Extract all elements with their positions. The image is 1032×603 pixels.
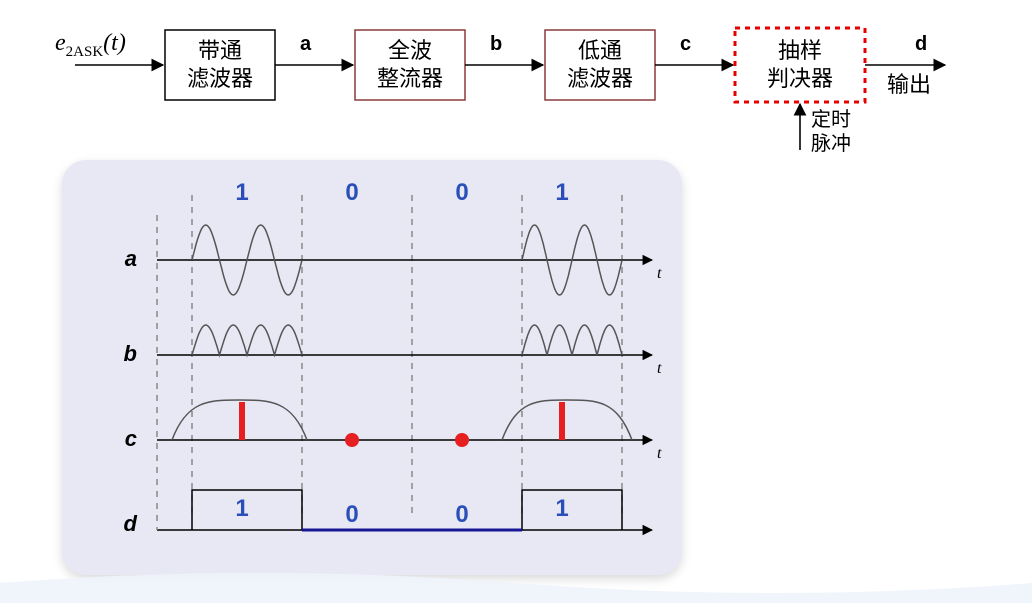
conn-c: c xyxy=(680,33,691,55)
bit-label: 1 xyxy=(555,179,568,206)
out-bit-label: 0 xyxy=(455,501,468,528)
conn-a: a xyxy=(300,33,312,55)
t-label: t xyxy=(657,445,662,462)
block1-l1: 带通 xyxy=(198,38,242,63)
input-arg: (t) xyxy=(103,30,126,56)
block-lowpass: 低通 滤波器 xyxy=(545,30,655,100)
sample-dot xyxy=(345,433,359,447)
conn-b: b xyxy=(490,33,502,55)
svg-text:e2ASK(t): e2ASK(t) xyxy=(55,30,126,60)
bit-label: 0 xyxy=(345,179,358,206)
input-e: e xyxy=(55,30,66,56)
clock-l1: 定时 xyxy=(811,108,851,131)
output-label: 输出 xyxy=(887,72,931,97)
rectified-wave xyxy=(522,325,622,355)
t-label: t xyxy=(657,360,662,377)
waveform-svg: 1 0 0 1 a t b t c t d 1 0 0 1 xyxy=(62,160,682,575)
waveform-panel: 1 0 0 1 a t b t c t d 1 0 0 1 xyxy=(62,160,682,575)
block-rectifier: 全波 整流器 xyxy=(355,30,465,100)
t-label: t xyxy=(657,265,662,282)
input-signal-label: e2ASK(t) xyxy=(55,30,126,60)
row-label-b: b xyxy=(124,341,137,366)
row-label-c: c xyxy=(125,426,137,451)
out-bit-label: 1 xyxy=(555,495,568,522)
out-bit-label: 1 xyxy=(235,495,248,522)
sample-dot xyxy=(455,433,469,447)
row-label-d: d xyxy=(124,511,138,536)
lowpass-wave xyxy=(502,400,632,440)
block3-l2: 滤波器 xyxy=(567,66,633,91)
block2-l1: 全波 xyxy=(388,38,432,63)
bit-label: 1 xyxy=(235,179,248,206)
bit-label: 0 xyxy=(455,179,468,206)
block3-l1: 低通 xyxy=(578,38,622,63)
block1-l2: 滤波器 xyxy=(187,66,253,91)
input-sub: 2ASK xyxy=(66,44,104,60)
block-sampler: 抽样 判决器 xyxy=(735,28,865,102)
block-diagram: e2ASK(t) 带通 滤波器 a 全波 整流器 b 低通 滤波器 xyxy=(55,20,1005,140)
rectified-wave xyxy=(192,325,302,355)
block4-l1: 抽样 xyxy=(778,38,822,63)
conn-d: d xyxy=(915,33,927,55)
row-label-a: a xyxy=(125,246,137,271)
out-bit-label: 0 xyxy=(345,501,358,528)
block4-l2: 判决器 xyxy=(767,66,833,91)
block2-l2: 整流器 xyxy=(377,66,443,91)
clock-l2: 脉冲 xyxy=(811,132,851,155)
block-bandpass: 带通 滤波器 xyxy=(165,30,275,100)
